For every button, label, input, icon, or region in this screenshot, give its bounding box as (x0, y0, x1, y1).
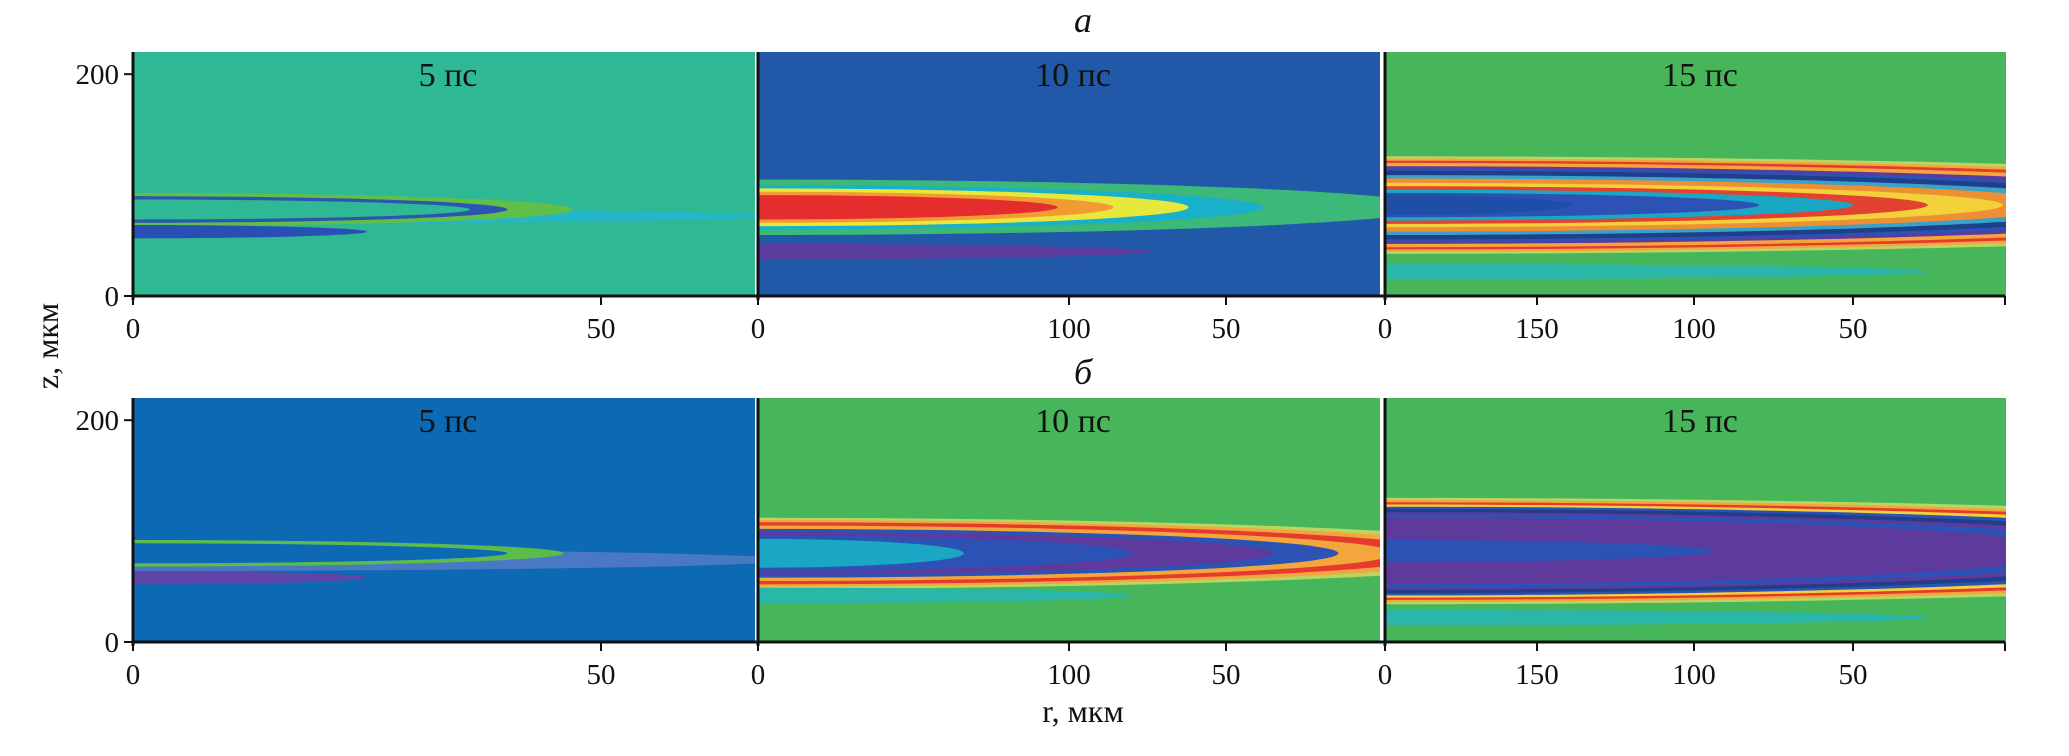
x-tick-label: 50 (1839, 659, 1868, 691)
panel-background (133, 52, 755, 296)
contour-band (758, 195, 1058, 220)
row-label: б (1074, 352, 1094, 392)
contour-band (758, 587, 1133, 604)
x-tick-label: 50 (1212, 659, 1241, 691)
contour-band (1385, 263, 1928, 280)
heatmap-panel (758, 52, 1380, 296)
x-tick-label: 50 (587, 659, 616, 691)
contour-band (1385, 539, 1713, 563)
x-axis-title: r, мкм (1042, 693, 1123, 729)
y-tick-label: 200 (76, 405, 120, 437)
panel-time-label: 15 пс (1662, 403, 1738, 440)
panel-time-label: 5 пс (419, 57, 478, 94)
contour-band (758, 538, 964, 568)
heatmap-panel (758, 398, 1380, 642)
x-tick-label: 100 (1672, 659, 1716, 691)
panel-background (133, 398, 755, 642)
x-tick-label: 0 (751, 659, 766, 691)
x-tick-label: 0 (751, 313, 766, 345)
contour-band (133, 225, 367, 239)
x-tick-label: 150 (1515, 313, 1559, 345)
x-tick-label: 100 (1672, 313, 1716, 345)
x-tick-label: 50 (1839, 313, 1868, 345)
x-tick-label: 150 (1515, 659, 1559, 691)
x-tick-label: 0 (126, 659, 141, 691)
y-tick-label: 0 (105, 281, 120, 313)
contour-band (133, 199, 470, 220)
heatmap-panel (1385, 52, 2006, 296)
panel-time-label: 10 пс (1035, 57, 1111, 94)
axes-layer: 0501001500501001500501001500200050100150… (76, 52, 2006, 691)
x-tick-label: 0 (1378, 659, 1393, 691)
contour-band (758, 243, 1152, 260)
contour-band (133, 571, 367, 585)
y-tick-label: 0 (105, 627, 120, 659)
x-tick-label: 0 (126, 313, 141, 345)
panels-layer: 5 пс 10 пс 15 пс 5 пс 10 пс 15 пс (133, 52, 2006, 642)
x-tick-label: 100 (1047, 313, 1091, 345)
heatmap-panel (133, 52, 755, 296)
panel-time-label: 5 пс (419, 403, 478, 440)
contour-band (133, 543, 508, 564)
panel-time-label: 15 пс (1662, 57, 1738, 94)
y-tick-label: 200 (76, 59, 120, 91)
x-tick-label: 50 (1212, 313, 1241, 345)
contour-band (1385, 609, 1928, 626)
contour-band (1385, 195, 1573, 216)
x-tick-label: 50 (587, 313, 616, 345)
heatmap-panel (1385, 398, 2006, 642)
panel-time-label: 10 пс (1035, 403, 1111, 440)
x-tick-label: 100 (1047, 659, 1091, 691)
y-axis-title: z, мкм (29, 303, 65, 389)
heatmap-panel (133, 398, 755, 642)
row-label: а (1074, 0, 1092, 40)
x-tick-label: 0 (1378, 313, 1393, 345)
